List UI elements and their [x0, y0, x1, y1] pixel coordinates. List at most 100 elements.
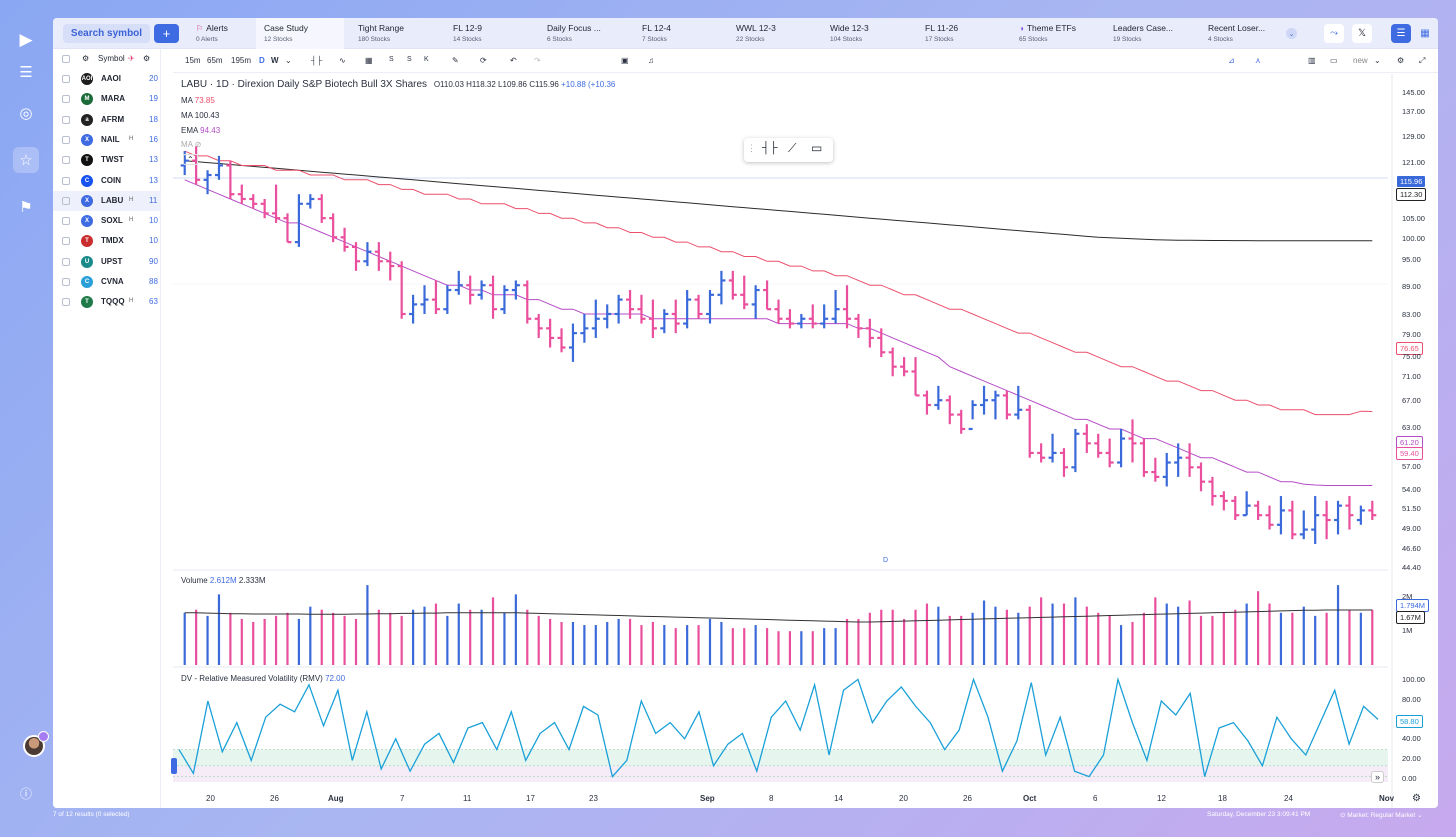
layout-icon[interactable]: ▦	[365, 56, 373, 65]
row-checkbox[interactable]	[62, 115, 70, 124]
more-tabs-icon[interactable]: ⌄	[1286, 28, 1297, 39]
compare-icon[interactable]: ⋏	[1255, 56, 1261, 65]
watchlist-row[interactable]: a AFRM 18	[53, 110, 161, 130]
chevron-down-icon[interactable]: ⌄	[1374, 56, 1381, 65]
layout-name[interactable]: new	[1353, 56, 1368, 65]
row-checkbox[interactable]	[62, 257, 70, 266]
row-checkbox[interactable]	[62, 298, 70, 307]
interval-weekly[interactable]: W	[271, 56, 279, 65]
watchlist-row[interactable]: X SOXL H 10	[53, 211, 161, 231]
star-icon[interactable]: ☆	[13, 147, 39, 173]
line-tool-icon[interactable]: ⟋	[788, 141, 797, 155]
ticker-price: 18	[149, 114, 158, 124]
watchlist-row[interactable]: C COIN 13	[53, 171, 161, 191]
avatar[interactable]	[23, 731, 49, 757]
help-icon[interactable]: ⓘ	[19, 786, 32, 801]
watchlist-row[interactable]: M MARA 19	[53, 89, 161, 109]
symbol-column-header[interactable]: Symbol	[98, 54, 125, 63]
ema-legend: EMA 94.43	[181, 126, 221, 135]
grid-view-icon[interactable]: ▦	[1420, 28, 1430, 39]
interval-daily[interactable]: D	[259, 56, 265, 65]
chart-type-s1[interactable]: S	[389, 56, 394, 63]
row-checkbox[interactable]	[62, 196, 70, 205]
undo-icon[interactable]: ↶	[510, 56, 517, 65]
add-button[interactable]: +	[154, 24, 179, 43]
comment-tool-icon[interactable]: ▭	[811, 141, 823, 155]
tab-8[interactable]: FL 11-26 17 Stocks	[917, 18, 1007, 49]
list-icon[interactable]: ☰	[19, 64, 33, 81]
row-checkbox[interactable]	[62, 237, 70, 246]
indicators-icon[interactable]: ∿	[339, 56, 346, 65]
chart-type-s2[interactable]: S	[407, 56, 412, 63]
draw-icon[interactable]: ✎	[452, 56, 459, 65]
tab-6[interactable]: WWL 12-3 22 Stocks	[728, 18, 818, 49]
interval-15m[interactable]: 15m	[185, 56, 201, 65]
tab-9[interactable]: ◑ Theme ETFs 65 Stocks	[1011, 18, 1101, 49]
tab-0[interactable]: ⚐ Alerts 0 Alerts	[188, 18, 252, 49]
watchlist-row[interactable]: X NAIL H 16	[53, 130, 161, 150]
tab-3[interactable]: FL 12-9 14 Stocks	[445, 18, 535, 49]
redo-icon[interactable]: ↷	[534, 56, 541, 65]
interval-195m[interactable]: 195m	[231, 56, 252, 65]
chart-type-k[interactable]: K	[424, 56, 429, 63]
watchlist-row[interactable]: AOI AAOI 20	[53, 69, 161, 89]
chevron-down-icon[interactable]: ⌄	[285, 56, 292, 65]
search-symbol-button[interactable]: Search symbol	[63, 24, 150, 43]
select-all-checkbox[interactable]	[62, 55, 70, 63]
calendar-icon[interactable]: ▣	[621, 56, 629, 65]
watchlist-row[interactable]: T TWST 13	[53, 150, 161, 170]
fullscreen-icon[interactable]: ⤢	[1419, 56, 1426, 65]
settings-icon[interactable]: ⚙	[1397, 56, 1405, 65]
price-axis-label: 44.40	[1402, 563, 1421, 572]
share-icon[interactable]: ⤳	[1324, 24, 1344, 43]
interval-65m[interactable]: 65m	[207, 56, 223, 65]
watchlist-row[interactable]: U UPST 90	[53, 252, 161, 272]
tab-5[interactable]: FL 12-4 7 Stocks	[634, 18, 724, 49]
target-icon[interactable]: ◎	[19, 105, 33, 122]
line-chart-icon[interactable]: ⊿	[1228, 56, 1235, 65]
chart-area[interactable]: LABU · 1D · Direxion Daily S&P Biotech B…	[171, 74, 1438, 808]
watchlist-row[interactable]: T TQQQ H 63	[53, 292, 161, 312]
watchlist-row[interactable]: T TMDX 10	[53, 231, 161, 251]
flag-icon[interactable]: ⚑	[19, 199, 33, 216]
drag-handle-icon[interactable]: ⋮	[747, 143, 756, 153]
collapse-legend-icon[interactable]: ⌃	[183, 154, 198, 165]
play-logo-icon[interactable]: ▶	[19, 30, 33, 49]
tab-11[interactable]: Recent Loser... 4 Stocks	[1200, 18, 1282, 49]
ticker-logo-icon: T	[81, 235, 93, 248]
tab-2[interactable]: Tight Range 180 Stocks	[350, 18, 440, 49]
settings-icon[interactable]: ⚙	[82, 54, 90, 63]
tab-7[interactable]: Wide 12-3 104 Stocks	[822, 18, 912, 49]
panels-icon[interactable]: ▥	[1308, 56, 1316, 65]
tab-1[interactable]: Case Study 12 Stocks	[256, 18, 344, 49]
row-checkbox[interactable]	[62, 75, 70, 83]
row-checkbox[interactable]	[62, 135, 70, 144]
watchlist-row[interactable]: X LABU H 11	[53, 190, 161, 211]
bars-tool-icon[interactable]: ┤├	[762, 142, 778, 154]
ticker-price: 88	[149, 277, 158, 286]
market-status[interactable]: ⊙ Market: Regular Market ⌄	[1340, 812, 1423, 819]
price-chart-svg[interactable]	[173, 74, 1438, 808]
refresh-icon[interactable]: ⟳	[480, 56, 487, 65]
row-checkbox[interactable]	[62, 278, 70, 286]
ticker-logo-icon: X	[81, 215, 93, 228]
x-logo-icon[interactable]: 𝕏	[1352, 24, 1372, 43]
alert-bell-icon[interactable]: ♫	[648, 56, 654, 65]
bar-chart-icon[interactable]: ┤├	[311, 56, 323, 65]
row-checkbox[interactable]	[62, 95, 70, 104]
rmv-axis-label: 100.00	[1402, 675, 1425, 684]
list-view-icon[interactable]: ☰	[1391, 24, 1411, 43]
row-checkbox[interactable]	[62, 217, 70, 226]
tab-10[interactable]: Leaders Case... 19 Stocks	[1105, 18, 1195, 49]
row-checkbox[interactable]	[62, 176, 70, 185]
collapse-pane-icon[interactable]	[171, 758, 177, 774]
scroll-right-icon[interactable]: »	[1371, 771, 1385, 783]
row-checkbox[interactable]	[62, 156, 70, 165]
column-settings-icon[interactable]: ⚙	[143, 54, 151, 63]
folder-icon[interactable]: ▭	[1330, 56, 1338, 65]
tab-4[interactable]: Daily Focus ... 6 Stocks	[539, 18, 629, 49]
watchlist-tabbar: Search symbol + ⚐ Alerts 0 Alerts Case Stud…	[53, 18, 1438, 49]
watchlist-row[interactable]: C CVNA 88	[53, 272, 161, 292]
chart-settings-icon[interactable]: ⚙	[1412, 793, 1421, 804]
hidden-eye-icon[interactable]: ⊘	[194, 140, 202, 149]
